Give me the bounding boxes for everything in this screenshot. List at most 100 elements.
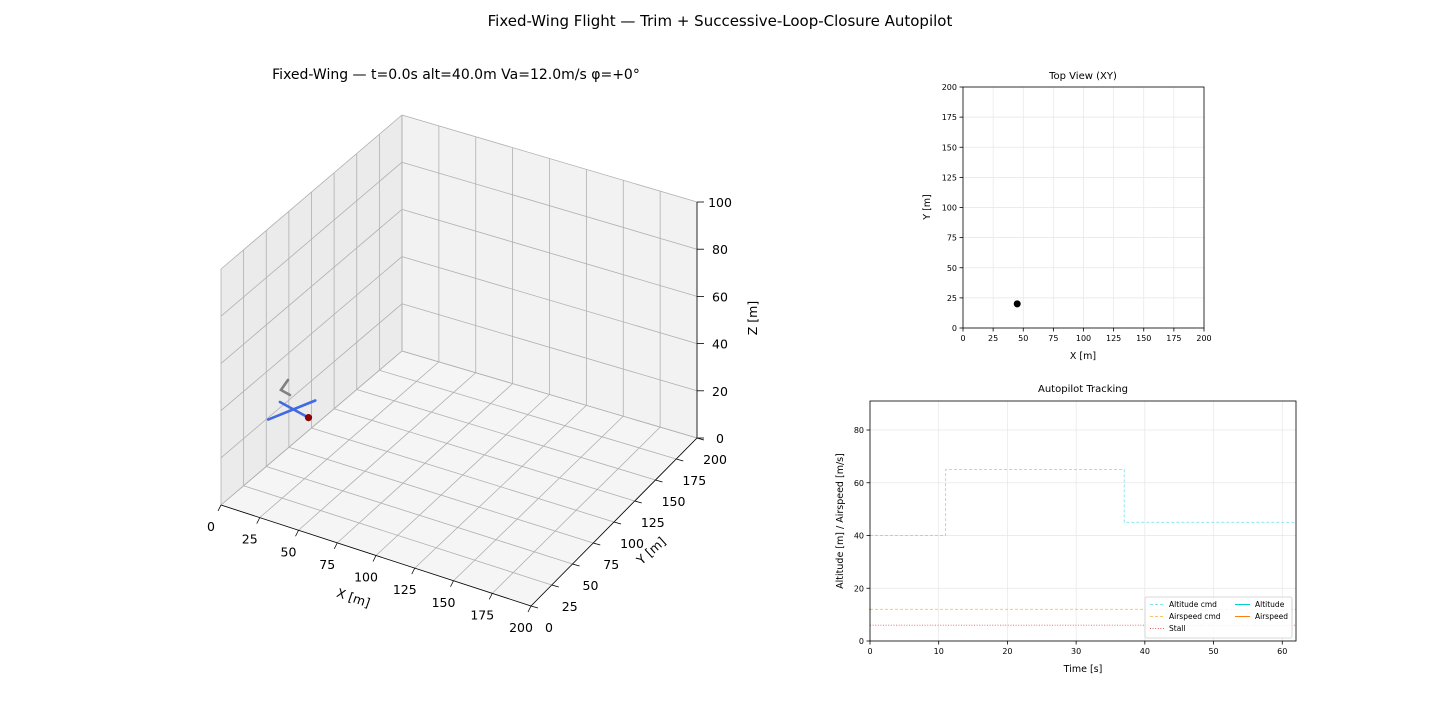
grid-back-z [401, 256, 698, 344]
axes-top-view[interactable]: Top View (XY) 0 25 50 75 100 125 150 175 200 0 25 5… [922, 71, 1212, 362]
aircraft-nose-point [304, 414, 313, 422]
y-tick [676, 458, 684, 462]
x-tick-label: 0 [207, 519, 215, 534]
topview-xtick-label: 125 [1106, 334, 1121, 343]
topview-ylabel: Y [m] [922, 194, 933, 221]
grid-floor-y [288, 446, 594, 544]
topview-ytick-label: 200 [942, 83, 957, 92]
grid-back-z [401, 209, 698, 297]
aircraft-marker [266, 378, 317, 422]
grid-left-z [220, 161, 403, 317]
topview-gridlines [962, 86, 1205, 329]
grid-floor-y [311, 427, 615, 523]
tracking-xtick-label: 50 [1208, 647, 1218, 656]
tracking-ytick-label: 20 [854, 584, 864, 593]
topview-ytick-label: 100 [942, 204, 957, 213]
z-tick-label: 100 [708, 195, 732, 210]
topview-xtick-label: 200 [1196, 334, 1211, 343]
y-tick [655, 479, 663, 483]
grid-back-z [401, 303, 698, 392]
legend-label-stall: Stall [1169, 624, 1185, 633]
3d-tick-marks [217, 201, 705, 613]
tracking-ytick-label: 0 [859, 637, 864, 646]
tracking-xtick-label: 10 [934, 647, 944, 656]
x-tick-label: 175 [470, 607, 494, 622]
legend-label-altitude-cmd: Altitude cmd [1169, 600, 1217, 609]
y-tick-label: 100 [620, 536, 644, 551]
3d-zlabel: Z [m] [745, 301, 760, 335]
grid-left-z [220, 303, 403, 459]
tracking-ylabel: Altitude [m] / Airspeed [m/s] [835, 453, 846, 589]
tracking-xtick-label: 20 [1002, 647, 1012, 656]
y-tick [530, 605, 539, 609]
x-tick [488, 593, 493, 600]
topview-xtick-label: 0 [960, 334, 965, 343]
grid-left-z [220, 256, 403, 411]
tracking-xtick-label: 60 [1277, 647, 1287, 656]
y-tick-label: 125 [641, 515, 665, 530]
y-tick-label: 175 [682, 473, 706, 488]
tracking-xlabel: Time [s] [1063, 664, 1103, 675]
figure-suptitle: Fixed-Wing Flight — Trim + Successive-Lo… [488, 12, 953, 30]
axes-autopilot-tracking[interactable]: Autopilot Tracking 0 10 20 30 40 50 60 0 20 40 60 8… [835, 384, 1297, 675]
topview-ytick-label: 25 [947, 294, 957, 303]
x-tick [527, 605, 532, 613]
axes-3d-view[interactable]: Fixed-Wing — t=0.0s alt=40.0m Va=12.0m/s… [207, 67, 760, 635]
legend-box [1144, 596, 1293, 639]
grid-left-z [220, 114, 403, 270]
y-tick-label: 25 [562, 599, 578, 614]
legend-label-airspeed: Airspeed [1255, 612, 1288, 621]
topview-xtick-label: 75 [1048, 334, 1058, 343]
grid-back-z [401, 114, 698, 203]
y-tick-label: 0 [545, 620, 553, 635]
topview-ticks: 0 25 50 75 100 125 150 175 200 0 25 50 75 100 125 150 17… [942, 83, 1212, 343]
x-tick-label: 150 [432, 595, 456, 610]
x-tick-label: 50 [281, 544, 297, 559]
topview-xtick-label: 175 [1166, 334, 1181, 343]
grid-back-z [401, 350, 698, 439]
tracking-title: Autopilot Tracking [1038, 384, 1128, 395]
grid-back-z [401, 161, 698, 250]
y-tick-label: 50 [583, 578, 599, 593]
x-tick-label: 25 [242, 532, 258, 547]
topview-title: Top View (XY) [1048, 71, 1117, 82]
x-tick [256, 517, 261, 524]
y-tick [572, 563, 580, 567]
y-tick [551, 584, 559, 588]
z-tick-label: 20 [712, 384, 728, 399]
3d-title: Fixed-Wing — t=0.0s alt=40.0m Va=12.0m/s… [272, 67, 640, 83]
y-tick-label: 150 [662, 494, 686, 509]
tracking-ytick-label: 40 [854, 532, 864, 541]
tracking-ytick-label: 60 [854, 479, 864, 488]
x-tick-label: 100 [354, 570, 378, 585]
y-tick-label: 200 [703, 452, 727, 467]
z-tick-label: 80 [712, 242, 728, 257]
x-tick [411, 567, 416, 575]
aircraft-wing [266, 399, 317, 421]
series-altitude-cmd [870, 469, 1296, 536]
y-tick-label: 75 [603, 557, 619, 572]
grid-floor-y [379, 369, 677, 460]
topview-aircraft-point [1013, 300, 1021, 308]
x-tick [295, 530, 299, 537]
topview-points [1013, 300, 1021, 308]
z-tick-label: 60 [712, 289, 728, 304]
3d-panes [221, 115, 697, 606]
x-tick [450, 580, 454, 587]
topview-ytick-label: 0 [952, 324, 957, 333]
legend-label-airspeed-cmd: Airspeed cmd [1169, 612, 1221, 621]
topview-xtick-label: 50 [1018, 334, 1028, 343]
y-tick [593, 542, 601, 546]
grid-left-z [220, 350, 403, 506]
legend-label-altitude: Altitude [1255, 600, 1285, 609]
z-tick-label: 0 [716, 431, 724, 446]
x-tick [333, 542, 338, 550]
x-tick-label: 200 [509, 620, 533, 635]
topview-ytick-label: 150 [942, 143, 957, 152]
grid-floor-y [356, 389, 656, 481]
tracking-ticks: 0 10 20 30 40 50 60 0 20 40 60 80 [854, 426, 1288, 656]
grid-floor-y [334, 408, 635, 502]
3d-xlabel: X [m] [335, 585, 372, 610]
x-tick [372, 555, 377, 562]
topview-ytick-label: 75 [947, 234, 957, 243]
